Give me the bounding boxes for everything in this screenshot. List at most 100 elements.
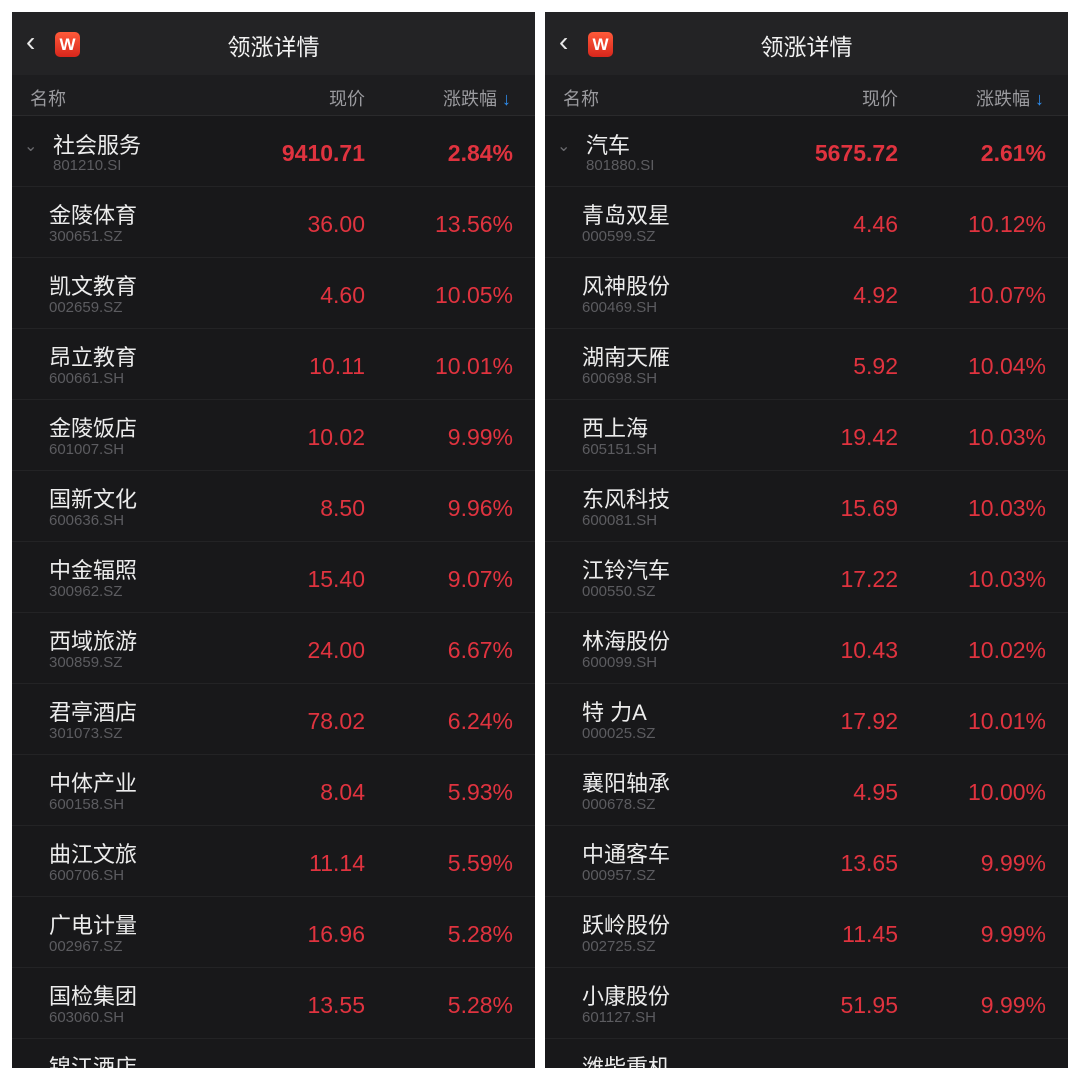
- sector-change: 2.61%: [980, 140, 1046, 166]
- column-price[interactable]: 现价: [862, 89, 898, 109]
- stock-change: 10.00%: [967, 779, 1046, 805]
- right-panel: ‹ W 领涨详情 名称 现价 涨跌幅 ↓ ⌄ 汽车 801880.SI 5675…: [545, 12, 1068, 1068]
- stock-name: 国检集团: [49, 984, 138, 1009]
- stock-row[interactable]: 金陵饭店 601007.SH 10.02 9.99%: [12, 400, 535, 471]
- stock-name: 中体产业: [49, 771, 138, 796]
- stock-name: 林海股份: [582, 629, 671, 654]
- sort-down-arrow-icon: ↓: [502, 89, 511, 109]
- stock-row[interactable]: 林海股份 600099.SH 10.43 10.02%: [545, 613, 1068, 684]
- stock-row[interactable]: 国新文化 600636.SH 8.50 9.96%: [12, 471, 535, 542]
- stock-row[interactable]: 金陵体育 300651.SZ 36.00 13.56%: [12, 187, 535, 258]
- stock-price: 10.02: [307, 424, 365, 450]
- stock-row[interactable]: 君亭酒店 301073.SZ 78.02 6.24%: [12, 684, 535, 755]
- left-panel: ‹ W 领涨详情 名称 现价 涨跌幅 ↓ ⌄ 社会服务 801210.SI 94…: [12, 12, 535, 1068]
- stock-code: 601127.SH: [582, 1009, 656, 1026]
- column-change[interactable]: 涨跌幅 ↓: [976, 85, 1044, 111]
- stock-row[interactable]: 锦江酒店 54.78 5.24%: [12, 1039, 535, 1068]
- stock-change: 9.98%: [981, 1063, 1046, 1068]
- stock-name: 中通客车: [582, 842, 671, 867]
- app-logo[interactable]: W: [588, 32, 613, 57]
- stock-row[interactable]: 江铃汽车 000550.SZ 17.22 10.03%: [545, 542, 1068, 613]
- stock-row[interactable]: 曲江文旅 600706.SH 11.14 5.59%: [12, 826, 535, 897]
- chevron-down-icon[interactable]: ⌄: [557, 138, 571, 155]
- stock-row[interactable]: 小康股份 601127.SH 51.95 9.99%: [545, 968, 1068, 1039]
- stock-price: 17.92: [840, 708, 898, 734]
- sector-row[interactable]: ⌄ 社会服务 801210.SI 9410.71 2.84%: [12, 116, 535, 187]
- stock-code: 002725.SZ: [582, 938, 656, 955]
- stock-change: 10.04%: [967, 353, 1046, 379]
- stock-name: 风神股份: [582, 274, 671, 299]
- stock-change: 9.99%: [447, 424, 513, 450]
- stock-name: 广电计量: [49, 913, 138, 938]
- stock-price: 4.95: [853, 779, 898, 805]
- stock-change: 5.24%: [448, 1063, 513, 1068]
- sector-change: 2.84%: [447, 140, 513, 166]
- stock-row[interactable]: 西上海 605151.SH 19.42 10.03%: [545, 400, 1068, 471]
- stock-row[interactable]: 湖南天雁 600698.SH 5.92 10.04%: [545, 329, 1068, 400]
- stock-code: 002967.SZ: [49, 938, 123, 955]
- stock-row[interactable]: 风神股份 600469.SH 4.92 10.07%: [545, 258, 1068, 329]
- stock-price: 54.78: [307, 1063, 365, 1068]
- sector-row[interactable]: ⌄ 汽车 801880.SI 5675.72 2.61%: [545, 116, 1068, 187]
- stock-row[interactable]: 特 力A 000025.SZ 17.92 10.01%: [545, 684, 1068, 755]
- stock-name: 跃岭股份: [582, 913, 671, 938]
- stock-name: 西上海: [582, 416, 649, 441]
- stock-row[interactable]: 凯文教育 002659.SZ 4.60 10.05%: [12, 258, 535, 329]
- stock-name: 小康股份: [582, 984, 671, 1009]
- column-name[interactable]: 名称: [563, 89, 599, 109]
- chevron-left-icon[interactable]: ‹: [559, 26, 569, 57]
- stock-name: 东风科技: [582, 487, 671, 512]
- stock-name: 金陵饭店: [49, 416, 138, 441]
- sector-price: 5675.72: [814, 140, 898, 166]
- sector-price: 9410.71: [281, 140, 365, 166]
- stock-price: 15.69: [840, 495, 898, 521]
- column-price[interactable]: 现价: [329, 89, 365, 109]
- stock-price: 4.46: [853, 211, 898, 237]
- column-change[interactable]: 涨跌幅 ↓: [443, 85, 511, 111]
- stock-change: 9.96%: [447, 495, 513, 521]
- stock-row[interactable]: 西域旅游 300859.SZ 24.00 6.67%: [12, 613, 535, 684]
- column-header: 名称 现价 涨跌幅 ↓: [12, 75, 535, 116]
- stock-name: 西域旅游: [49, 629, 138, 654]
- stock-row[interactable]: 昂立教育 600661.SH 10.11 10.01%: [12, 329, 535, 400]
- stock-name: 中金辐照: [49, 558, 138, 583]
- stock-row[interactable]: 中通客车 000957.SZ 13.65 9.99%: [545, 826, 1068, 897]
- stock-name: 特 力A: [582, 700, 647, 725]
- stock-change: 10.03%: [967, 424, 1046, 450]
- stock-code: 300859.SZ: [49, 654, 123, 671]
- stock-price: 10.43: [840, 637, 898, 663]
- stock-price: 17.22: [840, 566, 898, 592]
- stock-price: 11.45: [842, 921, 898, 947]
- stock-code: 600706.SH: [49, 867, 125, 884]
- chevron-left-icon[interactable]: ‹: [26, 26, 36, 57]
- column-change-label: 涨跌幅: [442, 89, 497, 109]
- sort-down-arrow-icon: ↓: [1035, 89, 1044, 109]
- stock-row[interactable]: 广电计量 002967.SZ 16.96 5.28%: [12, 897, 535, 968]
- stock-price: 11.14: [309, 850, 365, 876]
- stock-row[interactable]: 跃岭股份 002725.SZ 11.45 9.99%: [545, 897, 1068, 968]
- stock-row[interactable]: 青岛双星 000599.SZ 4.46 10.12%: [545, 187, 1068, 258]
- stock-change: 5.28%: [447, 921, 513, 947]
- stock-change: 10.02%: [967, 637, 1046, 663]
- stock-row[interactable]: 中体产业 600158.SH 8.04 5.93%: [12, 755, 535, 826]
- stock-code: 600158.SH: [49, 796, 125, 813]
- stock-row[interactable]: 东风科技 600081.SH 15.69 10.03%: [545, 471, 1068, 542]
- stock-name: 青岛双星: [582, 203, 671, 228]
- stock-code: 600099.SH: [582, 654, 658, 671]
- stock-list: 青岛双星 000599.SZ 4.46 10.12% 风神股份 600469.SH 4.92…: [545, 187, 1068, 1068]
- stock-row[interactable]: 中金辐照 300962.SZ 15.40 9.07%: [12, 542, 535, 613]
- stock-name: 君亭酒店: [49, 700, 138, 725]
- stock-name: 潍柴重机: [582, 1055, 671, 1068]
- column-name[interactable]: 名称: [30, 89, 66, 109]
- stock-change: 9.99%: [980, 992, 1046, 1018]
- chevron-down-icon[interactable]: ⌄: [24, 138, 38, 155]
- stock-row[interactable]: 国检集团 603060.SH 13.55 5.28%: [12, 968, 535, 1039]
- stock-price: 4.60: [320, 282, 365, 308]
- stock-row[interactable]: 潍柴重机 11.13 9.98%: [545, 1039, 1068, 1068]
- nav-bar: ‹ W 领涨详情: [12, 12, 535, 75]
- stock-price: 11.13: [842, 1063, 898, 1068]
- stock-change: 10.03%: [967, 495, 1046, 521]
- stock-change: 10.03%: [967, 566, 1046, 592]
- app-logo[interactable]: W: [55, 32, 80, 57]
- stock-row[interactable]: 襄阳轴承 000678.SZ 4.95 10.00%: [545, 755, 1068, 826]
